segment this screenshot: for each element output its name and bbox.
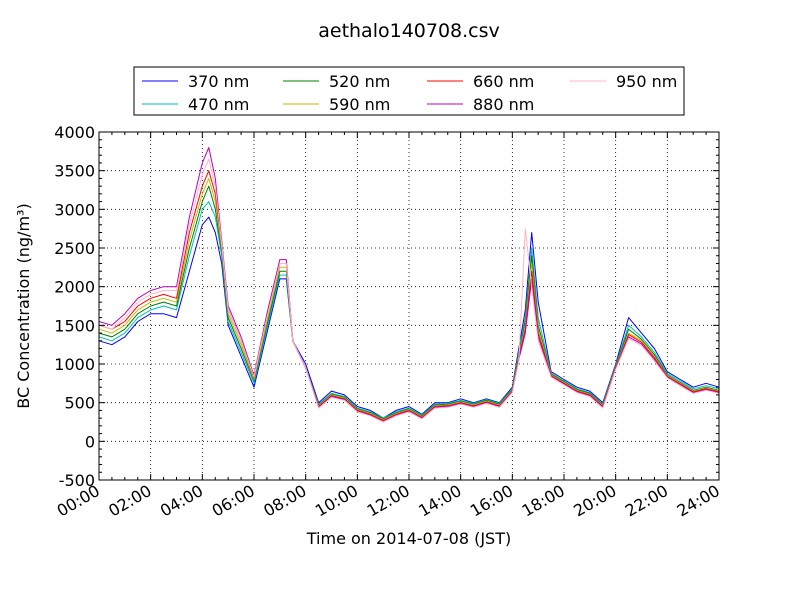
legend: 370 nm 470 nm 520 nm 590 nm 660 nm 880 nm 950 … [133,66,685,116]
legend-label: 590 nm [329,95,390,114]
y-tick-label: 4000 [54,123,95,142]
y-tick-label: 500 [64,394,95,413]
y-axis-title: BC Concentration (ng/m³) [14,203,33,408]
y-tick-label: -500 [59,471,95,490]
y-tick-labels: -500 0 500 1000 1500 2000 2500 3000 3500 4000 [54,123,95,490]
series-group [98,147,720,423]
y-tick-label: 0 [85,432,95,451]
y-tick-label: 3500 [54,162,95,181]
legend-label: 660 nm [473,72,534,91]
legend-label: 520 nm [329,72,390,91]
legend-label: 370 nm [188,72,249,91]
series-line-950-nm [98,158,720,423]
x-axis-title: Time on 2014-07-08 (JST) [306,529,511,548]
axis-ticks [98,131,720,481]
legend-label: 470 nm [188,95,249,114]
y-tick-label: 2500 [54,239,95,258]
y-tick-label: 1000 [54,355,95,374]
legend-frame [133,66,685,116]
chart-title: aethalo140708.csv [318,20,500,42]
plot-area [99,132,719,480]
y-tick-label: 2000 [54,278,95,297]
legend-label: 880 nm [473,95,534,114]
legend-label: 950 nm [616,72,677,91]
y-tick-label: 1500 [54,316,95,335]
y-tick-label: 3000 [54,200,95,219]
